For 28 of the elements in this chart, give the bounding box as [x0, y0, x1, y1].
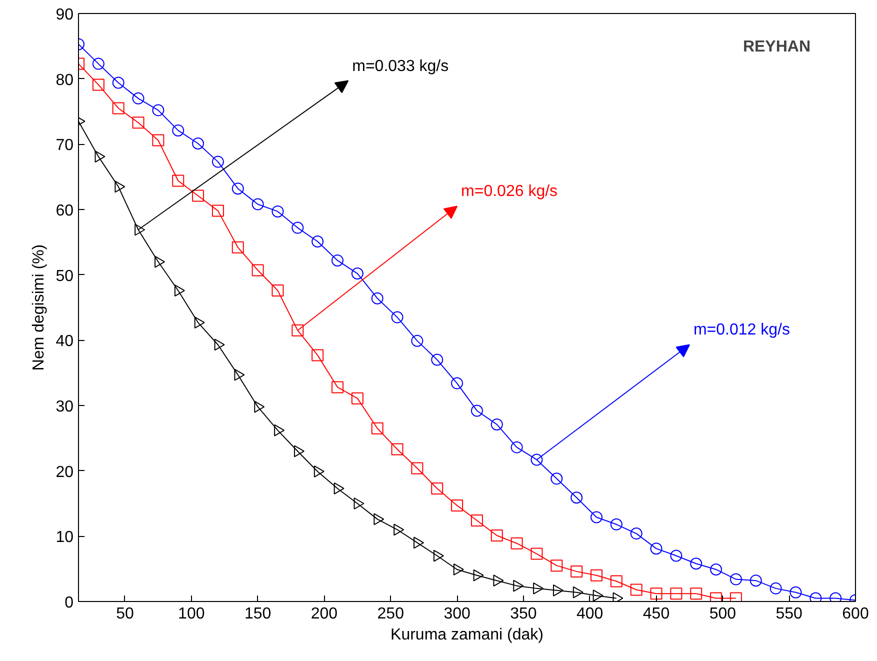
y-tick-label: 50 — [56, 268, 74, 285]
y-tick-label: 40 — [56, 333, 74, 350]
x-tick-label: 200 — [310, 606, 338, 622]
annotation: m=0.033 kg/s — [352, 58, 449, 75]
y-axis-title: Nem degisimi (%) — [30, 244, 48, 371]
annotation: m=0.012 kg/s — [693, 322, 790, 339]
x-tick-label: 550 — [776, 606, 803, 622]
y-tick-label: 30 — [56, 398, 74, 416]
y-tick-label: 0 — [64, 594, 74, 612]
x-tick-label: 500 — [709, 606, 736, 622]
annotation: m=0.026 kg/s — [461, 183, 558, 200]
annotation: REYHAN — [742, 38, 810, 56]
x-tick-label: 600 — [842, 606, 869, 622]
x-tick-label: 150 — [244, 606, 272, 622]
y-tick-label: 60 — [56, 202, 74, 220]
y-tick-label: 20 — [56, 464, 74, 481]
x-tick-label: 450 — [642, 606, 670, 622]
y-tick-label: 90 — [56, 6, 74, 24]
y-tick-label: 80 — [56, 72, 74, 89]
x-tick-label: 300 — [444, 606, 470, 622]
x-tick-label: 400 — [576, 606, 604, 622]
y-tick-label: 10 — [56, 529, 74, 546]
x-tick-label: 100 — [178, 606, 205, 622]
x-tick-label: 350 — [510, 606, 537, 622]
y-tick-label: 70 — [56, 137, 74, 154]
x-tick-label: 250 — [377, 606, 404, 622]
x-tick-label: 50 — [116, 606, 134, 622]
x-axis-title: Kuruma zamani (dak) — [390, 626, 544, 644]
